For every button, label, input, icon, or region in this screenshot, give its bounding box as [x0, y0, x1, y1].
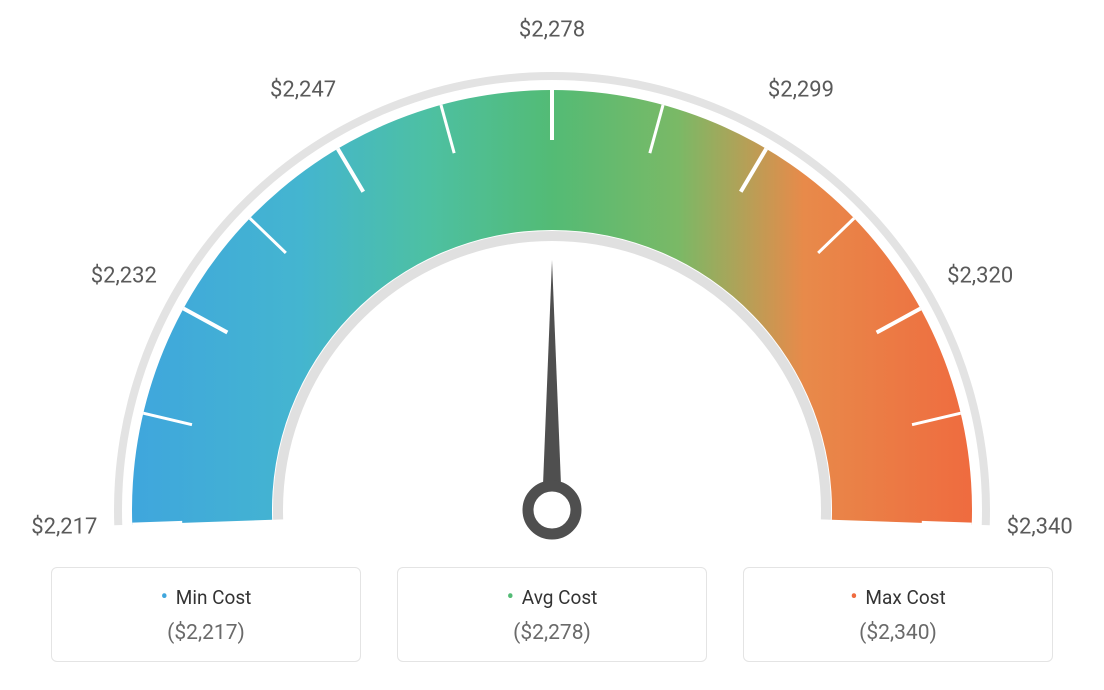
avg-cost-card: • Avg Cost ($2,278): [397, 567, 707, 662]
max-bullet-icon: •: [850, 585, 857, 610]
gauge-chart: $2,217 $2,232 $2,247 $2,278 $2,299 $2,320 $2,3…: [0, 0, 1104, 560]
gauge-tick-label: $2,247: [270, 78, 336, 103]
max-cost-value: ($2,340): [744, 621, 1052, 645]
gauge-tick-label: $2,217: [31, 515, 97, 540]
min-cost-card: • Min Cost ($2,217): [51, 567, 361, 662]
avg-cost-value: ($2,278): [398, 621, 706, 645]
max-cost-label: Max Cost: [865, 586, 945, 609]
avg-cost-title: • Avg Cost: [398, 586, 706, 611]
min-cost-title: • Min Cost: [52, 586, 360, 611]
gauge-svg: [0, 0, 1104, 560]
avg-cost-label: Avg Cost: [522, 586, 598, 609]
gauge-tick-label: $2,320: [947, 263, 1013, 288]
gauge-tick-label: $2,299: [768, 78, 834, 103]
max-cost-title: • Max Cost: [744, 586, 1052, 611]
gauge-tick-label: $2,278: [519, 18, 585, 43]
min-cost-label: Min Cost: [176, 586, 252, 609]
min-cost-value: ($2,217): [52, 621, 360, 645]
avg-bullet-icon: •: [507, 585, 514, 610]
gauge-tick-label: $2,340: [1007, 515, 1073, 540]
gauge-tick-label: $2,232: [91, 263, 157, 288]
summary-cards: • Min Cost ($2,217) • Avg Cost ($2,278) …: [0, 567, 1104, 662]
min-bullet-icon: •: [161, 585, 168, 610]
max-cost-card: • Max Cost ($2,340): [743, 567, 1053, 662]
